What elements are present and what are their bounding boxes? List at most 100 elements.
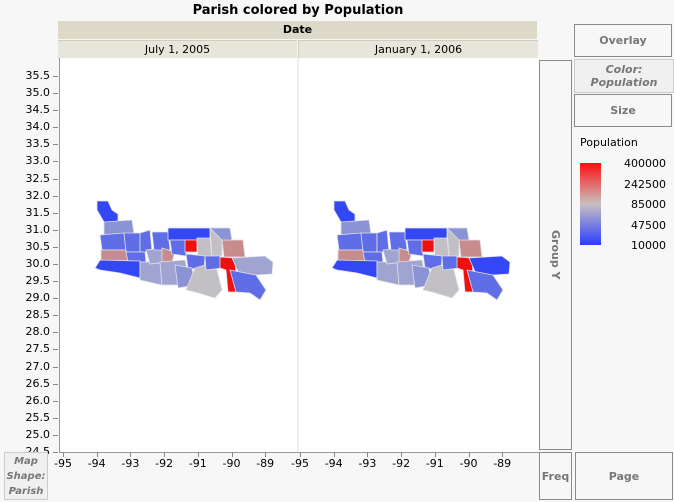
y-tick-label: 28.0 — [25, 325, 51, 339]
y-tick-mark — [53, 383, 58, 385]
x-tick-label: -94 — [87, 457, 106, 470]
page-zone[interactable]: Page — [575, 452, 673, 500]
parish-shape[interactable] — [139, 261, 163, 286]
y-tick-label: 33.0 — [25, 154, 51, 168]
x-tick-mark — [468, 452, 470, 457]
y-tick-label: 31.0 — [25, 222, 51, 236]
x-tick-label: -93 — [121, 457, 140, 470]
parish-shape[interactable] — [333, 200, 356, 223]
parish-shape[interactable] — [221, 239, 246, 258]
x-tick-label: -90 — [222, 457, 241, 470]
parish-shape[interactable] — [441, 255, 460, 271]
x-tick-label: -91 — [188, 457, 207, 470]
y-tick-mark — [53, 332, 58, 334]
parish-shape[interactable] — [229, 269, 267, 301]
y-tick-label: 34.5 — [25, 103, 51, 117]
x-tick-mark — [130, 452, 132, 457]
parish-shape[interactable] — [209, 227, 233, 241]
legend-label: 47500 — [631, 218, 666, 232]
group-x-header[interactable]: Date — [58, 21, 537, 39]
y-tick-label: 25.0 — [25, 427, 51, 441]
y-tick-label: 35.5 — [25, 69, 51, 82]
x-tick-label: -95 — [54, 457, 72, 470]
parish-shape[interactable] — [204, 255, 223, 271]
x-tick-mark — [265, 452, 267, 457]
parish-shape[interactable] — [376, 229, 390, 253]
legend-label: 85000 — [631, 198, 666, 211]
x-tick-label: -92 — [155, 457, 174, 470]
y-tick-mark — [53, 212, 58, 214]
y-tick-mark — [53, 178, 58, 180]
y-tick-mark — [53, 195, 58, 197]
y-tick-mark — [53, 144, 58, 146]
x-tick-mark — [300, 452, 301, 457]
group-y-zone[interactable]: Group Y — [539, 60, 572, 450]
y-tick-label: 32.0 — [25, 188, 51, 202]
parish-shape[interactable] — [96, 200, 119, 223]
parish-shape[interactable] — [421, 239, 435, 253]
panel-label-1: July 1, 2005 — [58, 40, 297, 59]
x-tick-mark — [231, 452, 233, 457]
y-tick-mark — [53, 93, 58, 95]
y-tick-mark — [53, 127, 58, 129]
parish-shape[interactable] — [139, 229, 153, 253]
y-tick-label: 28.5 — [25, 308, 51, 322]
x-tick-mark — [502, 452, 504, 457]
y-tick-label: 30.0 — [25, 256, 51, 270]
y-tick-label: 27.0 — [25, 359, 51, 373]
x-tick-label: -92 — [392, 457, 411, 470]
chart-title: Parish colored by Population — [192, 3, 404, 18]
legend-color-bar — [580, 163, 601, 245]
x-tick-mark — [367, 452, 369, 457]
parish-shape[interactable] — [458, 239, 483, 258]
color-zone[interactable]: Color: Population — [574, 59, 674, 93]
parish-shape[interactable] — [337, 249, 366, 262]
y-tick-label: 29.0 — [25, 291, 51, 305]
parish-shape[interactable] — [94, 259, 141, 279]
x-tick-label: -89 — [256, 457, 275, 470]
y-tick-mark — [53, 400, 58, 402]
panel-label-2: January 1, 2006 — [298, 40, 538, 59]
parish-shape[interactable] — [406, 239, 424, 257]
y-tick-mark — [53, 417, 58, 419]
parish-shape[interactable] — [151, 231, 171, 251]
x-tick-mark — [197, 452, 199, 457]
parish-shape[interactable] — [99, 232, 127, 251]
parish-shape[interactable] — [123, 232, 141, 253]
y-tick-mark — [53, 366, 58, 368]
map-shape-zone[interactable]: Map Shape: Parish — [4, 452, 48, 500]
y-tick-label: 31.5 — [25, 205, 51, 219]
y-tick-mark — [53, 349, 58, 351]
x-tick-label: -94 — [324, 457, 343, 470]
x-tick-label: -95 — [291, 457, 309, 470]
overlay-zone[interactable]: Overlay — [574, 24, 672, 57]
y-tick-mark — [53, 434, 58, 436]
y-tick-mark — [53, 110, 58, 112]
parish-shape[interactable] — [336, 232, 364, 251]
parish-shape[interactable] — [184, 239, 198, 253]
parish-shape[interactable] — [388, 231, 408, 251]
y-tick-label: 27.5 — [25, 342, 51, 356]
parish-shape[interactable] — [169, 239, 187, 257]
y-tick-mark — [53, 451, 58, 453]
x-tick-label: -93 — [358, 457, 377, 470]
parish-shape[interactable] — [331, 259, 378, 279]
y-tick-mark — [53, 281, 58, 283]
parish-shape[interactable] — [360, 232, 378, 253]
freq-zone[interactable]: Freq — [539, 452, 572, 500]
y-tick-label: 30.5 — [25, 239, 51, 253]
parish-shape[interactable] — [446, 227, 470, 241]
size-zone[interactable]: Size — [574, 94, 672, 127]
legend-label: 400000 — [624, 157, 666, 170]
y-tick-mark — [53, 315, 58, 317]
x-tick-mark — [164, 452, 166, 457]
x-tick-mark — [401, 452, 403, 457]
y-tick-label: 34.0 — [25, 120, 51, 134]
y-tick-label: 33.5 — [25, 137, 51, 151]
x-tick-mark — [333, 452, 335, 457]
parish-shape[interactable] — [100, 249, 129, 262]
y-tick-label: 25.5 — [25, 410, 51, 424]
parish-shape[interactable] — [466, 269, 504, 301]
y-tick-label: 32.5 — [25, 171, 51, 185]
parish-shape[interactable] — [376, 261, 400, 286]
